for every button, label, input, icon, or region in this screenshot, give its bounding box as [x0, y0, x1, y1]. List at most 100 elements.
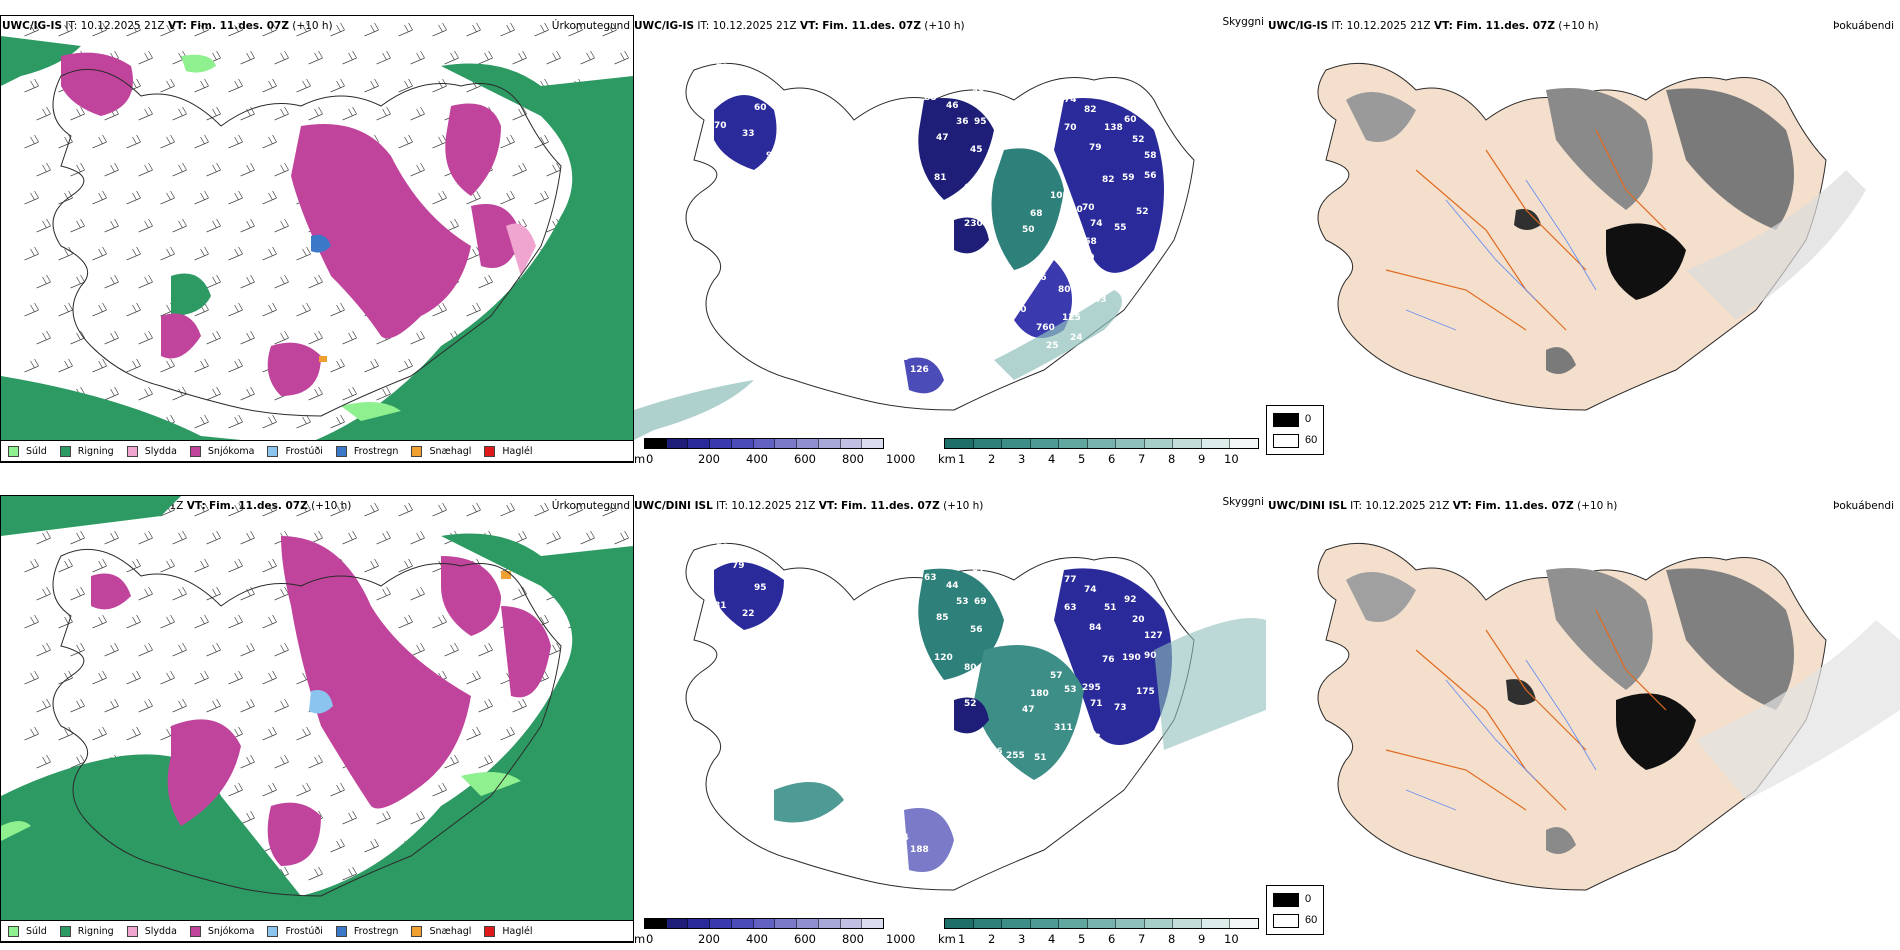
cloud-base-label: 68	[924, 93, 937, 103]
wind-barb	[36, 330, 51, 345]
cloud-base-label: 25	[1046, 341, 1059, 351]
wind-barb	[138, 386, 153, 401]
wind-barb	[92, 134, 107, 149]
wind-barb	[206, 530, 221, 545]
wind-barb	[240, 754, 255, 769]
wind-barb	[262, 134, 277, 149]
wind-barb	[410, 162, 425, 177]
cloud-map-row2: 58 44 79 95 81 22 83 63 44 53 81 69 85 56 120 80 77 74 51 6…	[685, 542, 1266, 891]
cloud-base-label: 38	[732, 81, 745, 91]
cloud-base-label: 44	[946, 581, 959, 591]
fog-key-label: 60	[1305, 434, 1318, 446]
tick: 0	[646, 932, 654, 946]
wind-barb	[342, 106, 357, 121]
wind-barb	[126, 670, 141, 685]
wind-barb	[308, 866, 323, 881]
cloud-base-label: 20	[1132, 615, 1145, 625]
wind-barb	[534, 22, 549, 37]
wind-barb	[398, 22, 413, 37]
cloud-base-label: 85	[936, 613, 949, 623]
wind-barb	[274, 50, 289, 65]
wind-barb	[24, 302, 39, 317]
cloud-base-label: 51	[1104, 603, 1117, 613]
legend-item: Slydda	[126, 445, 177, 457]
wind-barb	[342, 530, 357, 545]
wind-barb	[58, 358, 73, 373]
cloud-base-unit: m	[634, 932, 646, 946]
wind-barb	[126, 190, 141, 205]
wind-barb	[160, 78, 175, 93]
cloud-panel-row1: UWC/IG-IS IT: 10.12.2025 21Z VT: Fim. 11…	[634, 0, 1266, 470]
fog-key-label: 0	[1305, 893, 1312, 905]
wind-barb	[444, 50, 459, 65]
wind-barb	[104, 330, 119, 345]
cloud-base-label: 74	[1090, 219, 1103, 229]
wind-barb	[512, 586, 527, 601]
wind-barb	[24, 246, 39, 261]
wind-barb	[432, 502, 447, 517]
visibility-colorbar: km 1 2 3 4 5 6 7 8 9 10	[938, 438, 1259, 466]
wind-barb	[24, 614, 39, 629]
wind-barb	[432, 78, 447, 93]
wind-barb	[240, 218, 255, 233]
wind-barb	[92, 246, 107, 261]
wind-barb	[410, 530, 425, 545]
wind-barb	[160, 134, 175, 149]
tick: 5	[1078, 452, 1086, 466]
wind-barb	[398, 78, 413, 93]
wind-barb	[92, 302, 107, 317]
precip-map-frame	[0, 495, 634, 943]
cloud-panel-title: UWC/IG-IS IT: 10.12.2025 21Z VT: Fim. 11…	[634, 20, 965, 32]
cloud-base-label: 74	[1084, 585, 1097, 595]
wind-barb	[24, 78, 39, 93]
wind-barb	[398, 558, 413, 573]
cloud-base-colorbar: m 0 200 400 600 800 1000	[634, 438, 915, 466]
legend-item: Frostúði	[267, 445, 323, 457]
tick: 2	[988, 452, 996, 466]
wind-barb	[92, 726, 107, 741]
tick: 3	[1018, 452, 1026, 466]
wind-barb	[126, 134, 141, 149]
wind-barb	[512, 106, 527, 121]
wind-barb	[24, 558, 39, 573]
cloud-base-label: 128	[1006, 271, 1025, 281]
wind-barb	[444, 754, 459, 769]
cloud-base-label: 47	[1022, 705, 1035, 715]
legend-item: Frostúði	[267, 925, 323, 937]
tick: 0	[646, 452, 654, 466]
wind-barb	[342, 810, 357, 825]
cloud-base-label: 68	[1030, 209, 1043, 219]
wind-barb	[364, 78, 379, 93]
wind-barb	[398, 134, 413, 149]
wind-barb	[104, 386, 119, 401]
wind-barb	[262, 782, 277, 797]
cloud-base-label: 143	[934, 735, 953, 745]
wind-barb	[160, 246, 175, 261]
wind-barb	[58, 726, 73, 741]
wind-barb	[92, 22, 107, 37]
wind-barb	[262, 726, 277, 741]
wind-barb	[296, 78, 311, 93]
tick: 1000	[886, 452, 916, 466]
wind-barb	[546, 162, 561, 177]
wind-barb	[534, 502, 549, 517]
cloud-base-label: 50	[1014, 305, 1027, 315]
cloud-base-label: 190	[1122, 653, 1141, 663]
wind-barb	[228, 414, 243, 429]
legend-item: Súld	[8, 445, 47, 457]
cloud-base-label: 130	[1064, 205, 1083, 215]
wind-barb	[308, 106, 323, 121]
precip-map-row2	[1, 496, 633, 942]
cloud-base-label: 144	[890, 833, 909, 843]
cloud-base-label: 188	[910, 845, 929, 855]
wind-barb	[296, 246, 311, 261]
wind-barb	[410, 642, 425, 657]
wind-barb	[410, 810, 425, 825]
wind-barb	[228, 670, 243, 685]
cloud-base-label: 72	[716, 63, 729, 73]
wind-barb	[308, 386, 323, 401]
wind-barb	[614, 530, 629, 545]
wind-barb	[36, 754, 51, 769]
wind-barb	[500, 190, 515, 205]
wind-barb	[104, 274, 119, 289]
